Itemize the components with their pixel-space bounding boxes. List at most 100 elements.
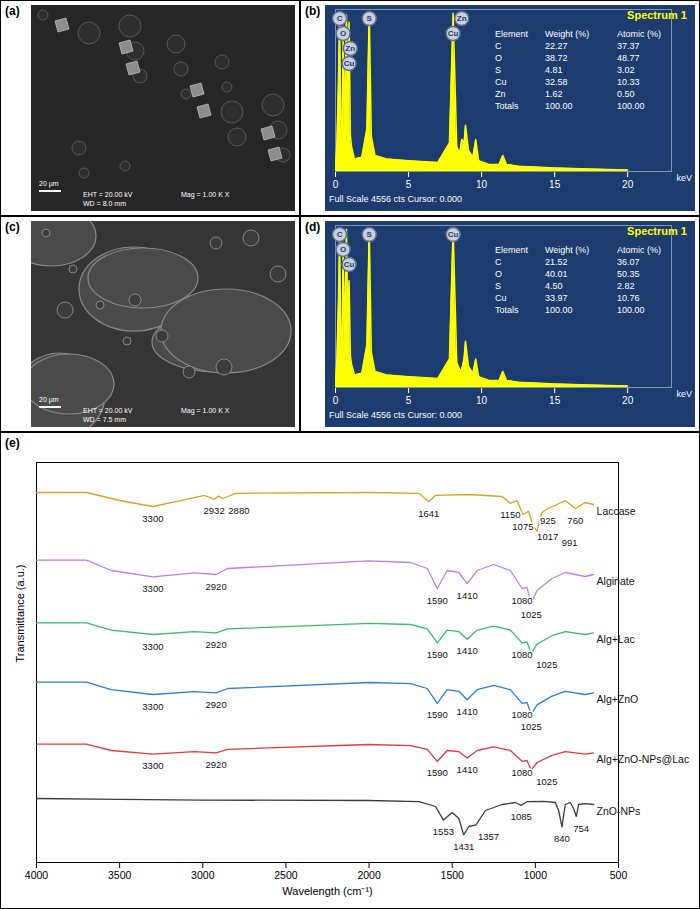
- svg-text:20: 20: [622, 395, 634, 405]
- svg-text:Zn: Zn: [457, 14, 467, 23]
- svg-text:1025: 1025: [521, 609, 542, 620]
- svg-text:C: C: [337, 14, 343, 23]
- svg-text:1431: 1431: [453, 841, 474, 852]
- svg-text:WD = 8.0 mm: WD = 8.0 mm: [83, 200, 126, 207]
- svg-text:1025: 1025: [521, 721, 542, 732]
- svg-text:1410: 1410: [457, 590, 478, 601]
- svg-text:991: 991: [562, 537, 578, 548]
- svg-text:5: 5: [406, 179, 412, 189]
- svg-text:Mag = 1.00 K X: Mag = 1.00 K X: [181, 407, 230, 415]
- svg-text:1590: 1590: [427, 649, 448, 660]
- svg-text:1641: 1641: [418, 508, 439, 519]
- svg-text:O: O: [340, 245, 346, 254]
- svg-text:2932: 2932: [204, 505, 225, 516]
- svg-text:Wavelength (cm⁻¹): Wavelength (cm⁻¹): [282, 885, 372, 897]
- svg-text:Cu: Cu: [448, 29, 459, 38]
- svg-text:2920: 2920: [206, 581, 227, 592]
- svg-text:Alg+ZnO: Alg+ZnO: [597, 693, 639, 705]
- svg-text:2920: 2920: [206, 639, 227, 650]
- svg-text:1017: 1017: [537, 531, 558, 542]
- svg-text:C: C: [337, 230, 343, 239]
- svg-text:3300: 3300: [142, 760, 163, 771]
- svg-text:1590: 1590: [427, 709, 448, 720]
- svg-text:1080: 1080: [511, 595, 532, 606]
- svg-text:1410: 1410: [457, 645, 478, 656]
- svg-text:1075: 1075: [512, 521, 533, 532]
- svg-text:1500: 1500: [441, 869, 465, 881]
- svg-text:Laccase: Laccase: [597, 505, 636, 517]
- svg-text:1025: 1025: [536, 659, 557, 670]
- svg-text:3300: 3300: [142, 641, 163, 652]
- svg-text:1150: 1150: [500, 509, 520, 520]
- svg-text:1080: 1080: [511, 649, 532, 660]
- svg-text:754: 754: [573, 823, 589, 834]
- svg-text:1000: 1000: [524, 869, 548, 881]
- html-text:(d): (d): [305, 220, 321, 234]
- svg-text:20 µm: 20 µm: [39, 180, 59, 188]
- svg-text:3300: 3300: [142, 583, 163, 594]
- svg-text:O: O: [340, 29, 346, 38]
- html-text:(c): (c): [5, 220, 20, 234]
- svg-text:2880: 2880: [228, 505, 249, 516]
- html-text:22.27: 22.27: [545, 41, 568, 51]
- svg-text:10: 10: [476, 179, 488, 189]
- html-text:Spectrum 1: Spectrum 1: [627, 9, 687, 21]
- html-text:Spectrum 1: Spectrum 1: [627, 225, 687, 237]
- svg-text:0: 0: [333, 395, 339, 405]
- svg-text:2000: 2000: [357, 869, 381, 881]
- svg-text:20: 20: [622, 179, 634, 189]
- svg-text:Transmittance (a.u.): Transmittance (a.u.): [14, 564, 26, 662]
- svg-text:S: S: [367, 230, 373, 239]
- svg-text:760: 760: [567, 515, 583, 526]
- svg-text:840: 840: [554, 833, 570, 844]
- svg-text:1590: 1590: [427, 767, 448, 778]
- html-text:(b): (b): [305, 4, 321, 18]
- svg-text:20 µm: 20 µm: [39, 396, 59, 404]
- svg-text:Cu: Cu: [344, 260, 355, 269]
- html-text:Element: Element: [495, 29, 528, 39]
- svg-text:3300: 3300: [142, 701, 163, 712]
- svg-text:Mag = 1.00 K X: Mag = 1.00 K X: [181, 191, 230, 199]
- svg-text:Alg+Lac: Alg+Lac: [597, 633, 635, 645]
- svg-text:WD = 7.5 mm: WD = 7.5 mm: [83, 416, 126, 423]
- html-text:Atomic (%): Atomic (%): [617, 29, 661, 39]
- svg-text:2920: 2920: [206, 759, 227, 770]
- html-text:(e): (e): [5, 436, 20, 450]
- svg-text:1357: 1357: [478, 831, 499, 842]
- svg-text:Cu: Cu: [344, 59, 355, 68]
- svg-text:3000: 3000: [191, 869, 215, 881]
- svg-text:3500: 3500: [108, 869, 132, 881]
- svg-text:1590: 1590: [427, 595, 448, 606]
- svg-text:4000: 4000: [25, 869, 49, 881]
- svg-text:1410: 1410: [457, 706, 478, 717]
- html-text:48.77: 48.77: [617, 53, 640, 63]
- svg-text:Alg+ZnO-NPs@Lac: Alg+ZnO-NPs@Lac: [597, 753, 690, 765]
- svg-text:15: 15: [549, 395, 561, 405]
- svg-text:EHT = 20.00 kV: EHT = 20.00 kV: [83, 407, 133, 414]
- svg-text:10: 10: [476, 395, 488, 405]
- svg-text:15: 15: [549, 179, 561, 189]
- svg-text:0: 0: [333, 179, 339, 189]
- svg-text:1085: 1085: [511, 811, 532, 822]
- svg-text:Zn: Zn: [345, 44, 355, 53]
- svg-text:3300: 3300: [142, 513, 163, 524]
- svg-text:2920: 2920: [206, 699, 227, 710]
- svg-text:S: S: [367, 14, 373, 23]
- svg-text:2500: 2500: [274, 869, 298, 881]
- html-text:38.72: 38.72: [545, 53, 568, 63]
- svg-text:EHT = 20.00 kV: EHT = 20.00 kV: [83, 191, 133, 198]
- svg-text:1410: 1410: [457, 764, 478, 775]
- svg-text:1553: 1553: [433, 826, 454, 837]
- svg-text:ZnO-NPs: ZnO-NPs: [597, 805, 641, 817]
- svg-text:1080: 1080: [511, 767, 532, 778]
- svg-text:1025: 1025: [536, 776, 557, 787]
- svg-text:1080: 1080: [511, 709, 532, 720]
- svg-text:925: 925: [540, 515, 556, 526]
- svg-text:Alginate: Alginate: [597, 575, 635, 587]
- html-text:(a): (a): [5, 4, 20, 18]
- html-text:Weight (%): Weight (%): [545, 29, 590, 39]
- html-text:37.37: 37.37: [617, 41, 640, 51]
- svg-text:500: 500: [610, 869, 628, 881]
- svg-text:Cu: Cu: [448, 230, 459, 239]
- svg-text:5: 5: [406, 395, 412, 405]
